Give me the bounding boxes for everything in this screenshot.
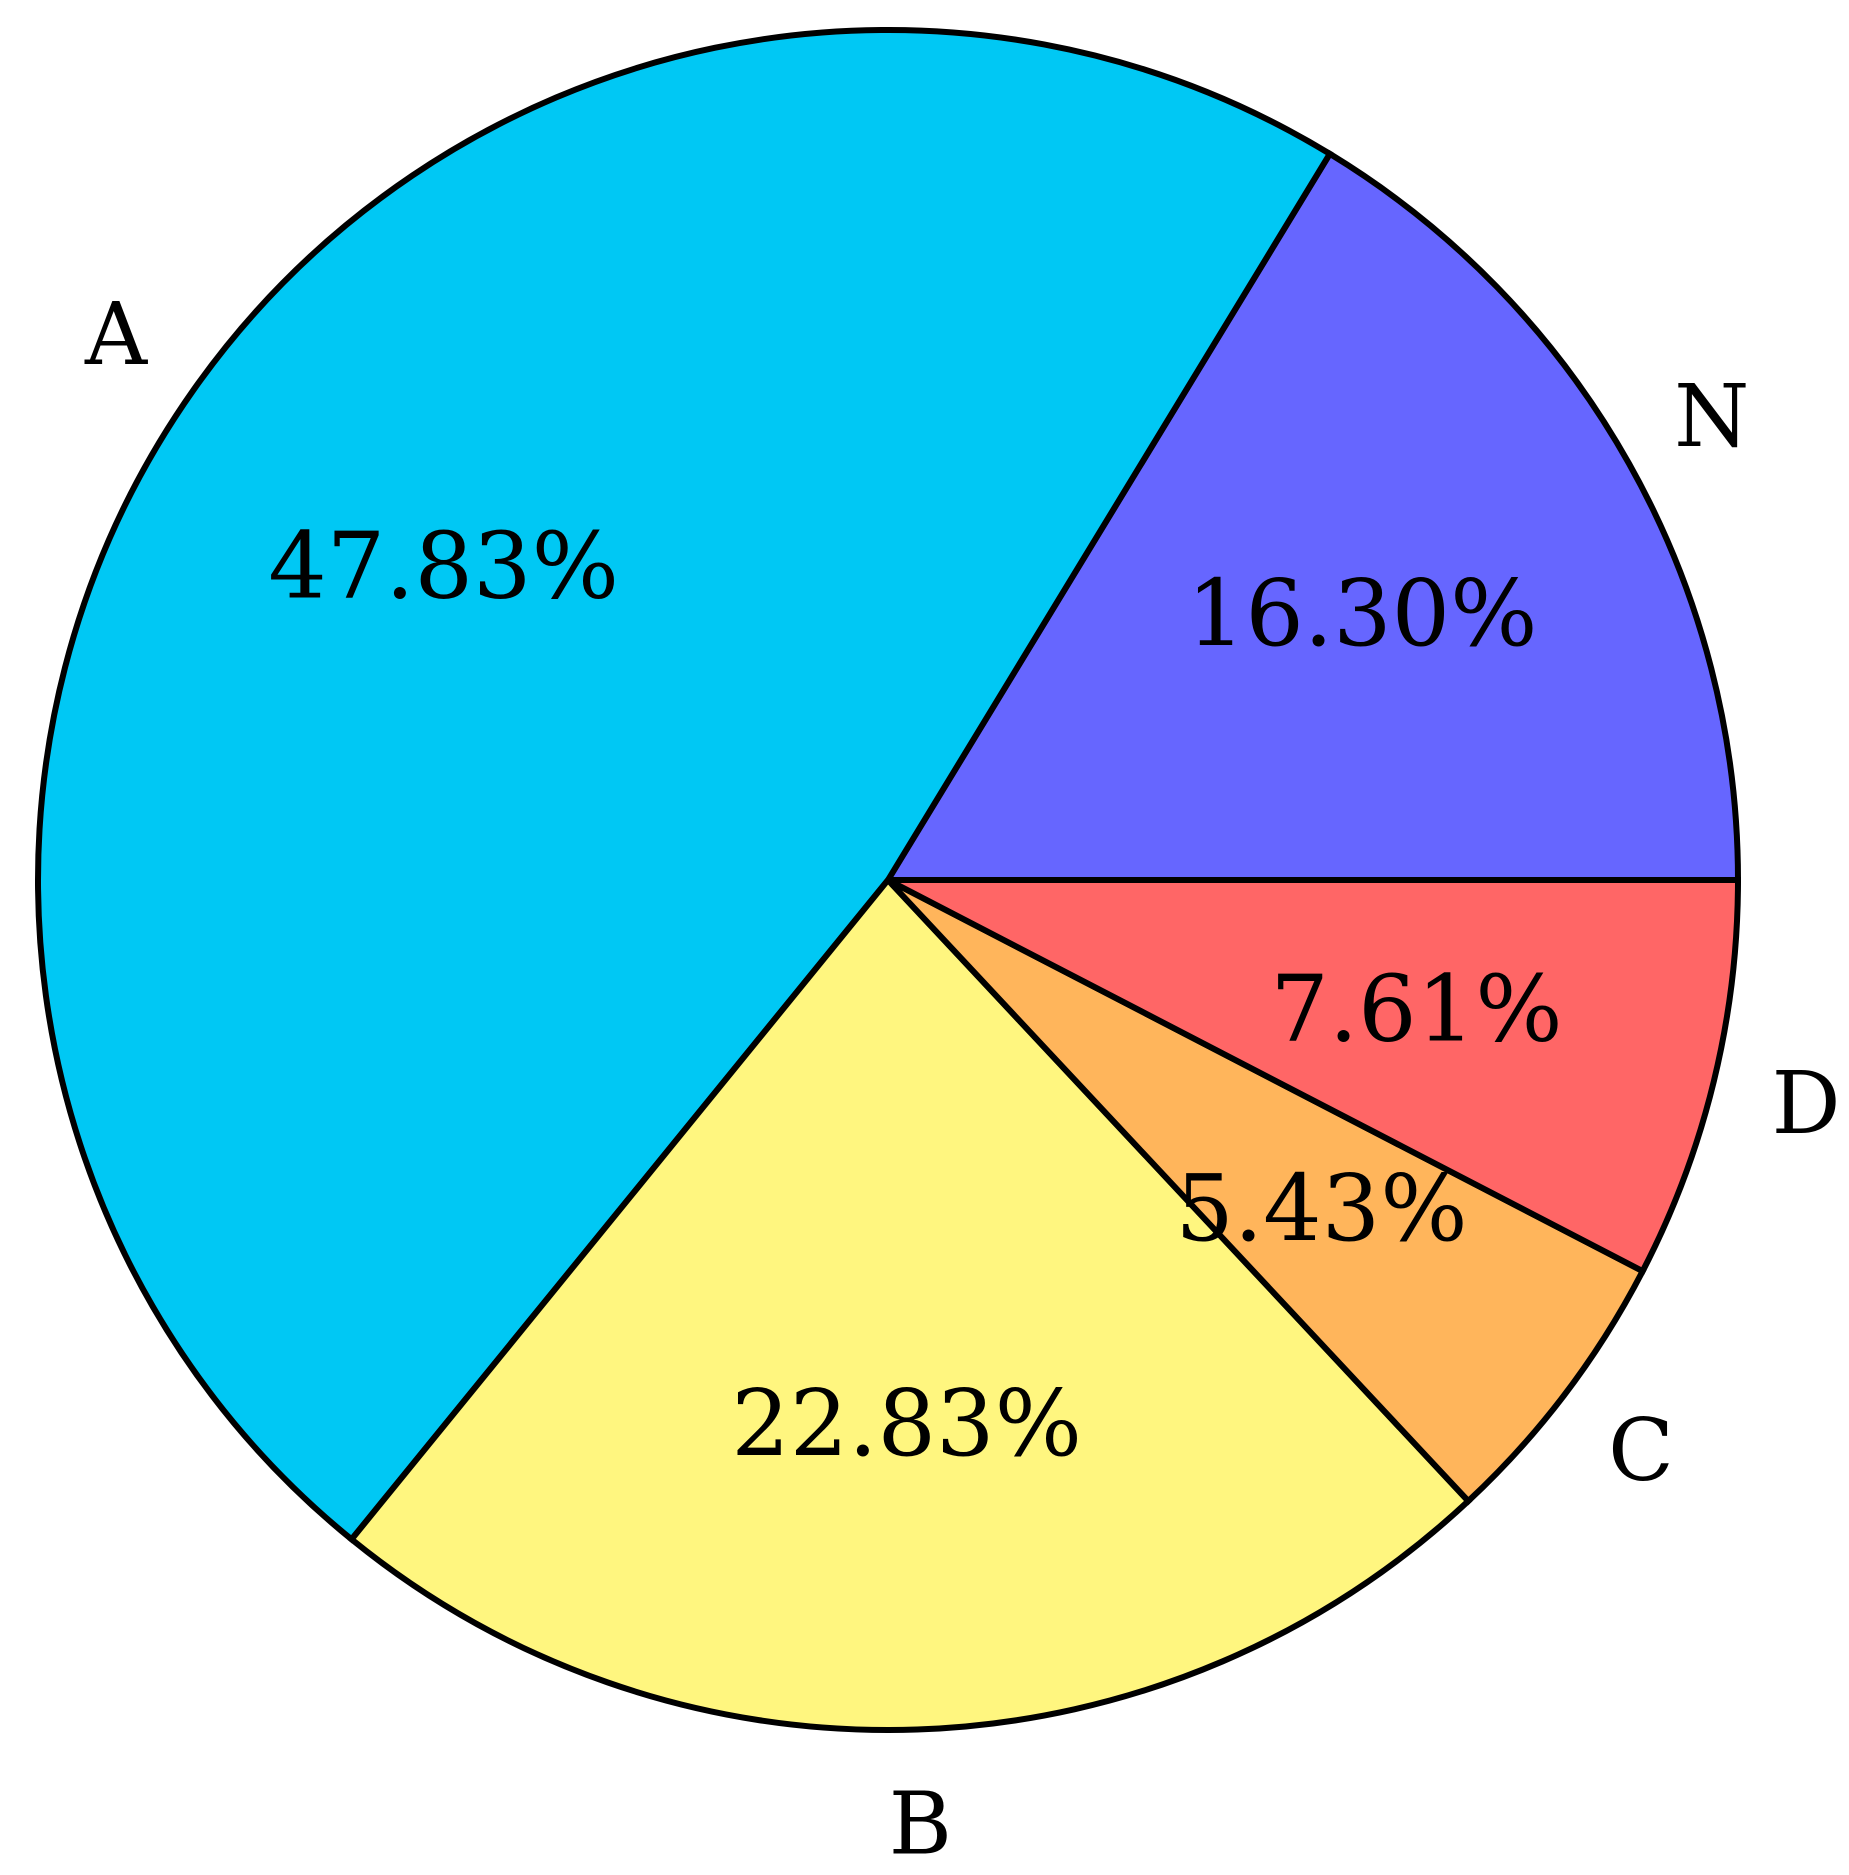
pie-slice-n <box>882 149 1742 883</box>
pie-slice-b <box>347 875 1473 1733</box>
slice-category-label-b: B <box>889 1774 952 1874</box>
slice-category-label-c: C <box>1608 1401 1674 1501</box>
pie-slice-c <box>885 877 1647 1506</box>
slice-category-label-a: A <box>84 285 148 385</box>
slice-category-label-d: D <box>1772 1054 1841 1154</box>
pie-slice-a <box>35 27 1334 1544</box>
labels-layer: 16.30% N 47.83% A 22.83% B 5.43% C 7.61% D <box>84 285 1841 1875</box>
slice-value-label-a: 47.83% <box>268 513 619 620</box>
slice-category-label-n: N <box>1674 367 1749 467</box>
slice-value-label-n: 16.30% <box>1187 560 1538 667</box>
pie-slice-d <box>886 877 1742 1276</box>
slice-value-label-c: 5.43% <box>1175 1155 1467 1262</box>
slice-value-label-b: 22.83% <box>731 1370 1082 1477</box>
slice-value-label-d: 7.61% <box>1270 955 1562 1062</box>
slices-layer <box>35 27 1742 1733</box>
